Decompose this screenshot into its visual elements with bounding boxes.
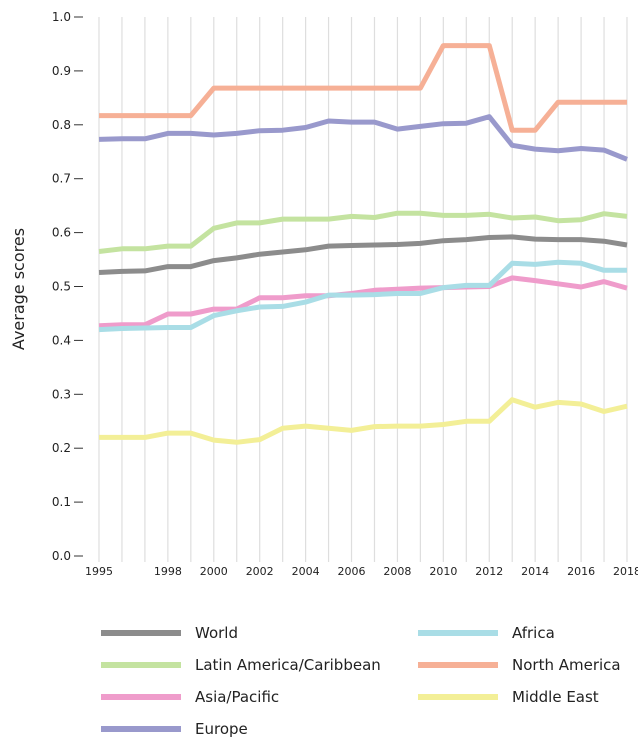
x-tick-label: 2008: [383, 565, 411, 578]
legend-item-middle-east: Middle East: [418, 688, 599, 706]
y-tick-label: 0.8: [52, 118, 71, 132]
y-tick-label: 0.2: [52, 441, 71, 455]
series-line-latin-america-caribbean: [98, 210, 628, 254]
legend-label: Europe: [195, 720, 248, 738]
x-tick-label: 2018: [613, 565, 638, 578]
x-tick-label: 2016: [567, 565, 595, 578]
legend-item-asia-pacific: Asia/Pacific: [101, 688, 279, 706]
legend-label: Africa: [512, 624, 555, 642]
y-axis: 0.0 0.1 0.2 0.3 0.4 0.5 0.6 0.7 0.8 0.9 1.0: [52, 10, 83, 563]
x-tick-label: 2014: [521, 565, 549, 578]
series-line-africa: [98, 259, 627, 333]
series-lines: [98, 43, 628, 445]
series-line-middle-east: [99, 397, 628, 445]
y-tick-label: 1.0: [52, 10, 71, 24]
legend-label: Asia/Pacific: [195, 688, 279, 706]
legend-item-north-america: North America: [418, 656, 621, 674]
y-tick-label: 0.6: [52, 226, 71, 240]
series-line-asia-pacific: [98, 275, 628, 329]
x-tick-label: 2000: [200, 565, 228, 578]
x-tick-label: 2004: [292, 565, 320, 578]
y-tick-label: 0.0: [52, 549, 71, 563]
legend-item-latin-america-caribbean: Latin America/Caribbean: [101, 656, 381, 674]
x-tick-label: 1998: [154, 565, 182, 578]
y-tick-label: 0.5: [52, 280, 71, 294]
legend-item-europe: Europe: [101, 720, 248, 738]
legend-label: World: [195, 624, 238, 642]
series-line-world: [98, 234, 628, 275]
x-tick-label: 1995: [85, 565, 113, 578]
y-tick-label: 0.4: [52, 333, 71, 347]
x-tick-label: 2010: [429, 565, 457, 578]
series-line-north-america: [99, 43, 627, 133]
x-tick-label: 2006: [338, 565, 366, 578]
legend-item-world: World: [101, 624, 238, 642]
y-tick-label: 0.3: [52, 387, 71, 401]
x-tick-label: 2012: [475, 565, 503, 578]
y-tick-label: 0.7: [52, 172, 71, 186]
legend-item-africa: Africa: [418, 624, 555, 642]
x-axis: 1995 1998 2000 2002 2004 2006 2008 2010 2012 2014…: [85, 565, 638, 578]
legend-label: North America: [512, 656, 621, 674]
y-tick-label: 0.9: [52, 64, 71, 78]
legend-label: Middle East: [512, 688, 599, 706]
series-line-europe: [98, 114, 628, 162]
legend-label: Latin America/Caribbean: [195, 656, 381, 674]
y-tick-label: 0.1: [52, 495, 71, 509]
legend: World Africa Latin America/Caribbean North …: [101, 624, 621, 738]
y-axis-label: Average scores: [9, 228, 28, 350]
x-tick-label: 2002: [246, 565, 274, 578]
